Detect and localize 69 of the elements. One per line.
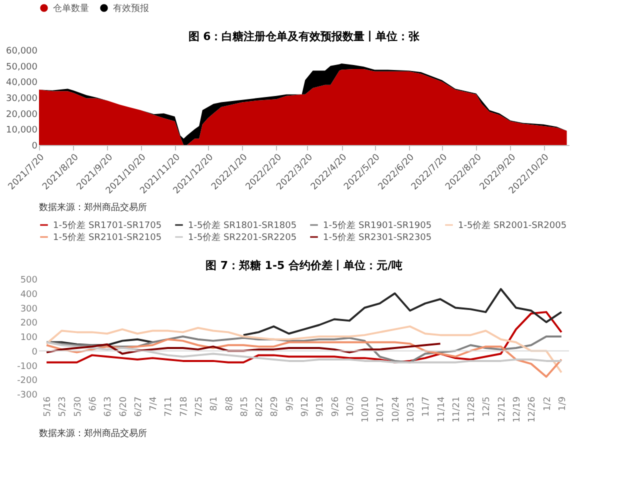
y-tick-label: 30,000: [6, 94, 38, 104]
x-tick-label: 8/1: [210, 396, 220, 411]
x-tick-label: 9/26: [330, 396, 341, 417]
x-tick-label: 6/13: [104, 396, 114, 417]
legend-label: 1-5价差 SR1701-SR1705: [53, 220, 162, 231]
line-series: [46, 342, 442, 355]
x-tick-label: 1/2: [542, 396, 553, 411]
y-tick-label: 40,000: [6, 78, 38, 88]
y-tick-label: 100: [20, 333, 38, 343]
x-tick-label: 1/9: [558, 396, 568, 411]
x-tick-label: 11/14: [436, 396, 447, 422]
y-tick-label: -200: [17, 376, 38, 386]
x-tick-label: 10/10: [361, 396, 372, 422]
source-note: 数据来源：郑州商品交易所: [39, 428, 147, 439]
x-tick-label: 8/15: [240, 396, 250, 417]
y-tick-label: -300: [17, 390, 38, 400]
x-tick-label: 7/25: [194, 396, 204, 417]
legend-label: 1-5价差 SR1801-SR1805: [188, 220, 297, 231]
x-tick-label: 11/21: [452, 396, 462, 422]
x-tick-label: 9/12: [300, 396, 310, 417]
legend-label: 有效预报: [113, 3, 149, 14]
y-tick-label: 20,000: [6, 110, 38, 120]
x-tick-label: 12/26: [528, 396, 538, 422]
y-tick-label: 0: [32, 347, 38, 358]
x-tick-label: 10/17: [376, 396, 386, 422]
x-tick-label: 12/19: [512, 396, 522, 422]
x-tick-label: 9/5: [285, 396, 296, 411]
x-tick-label: 12/12: [497, 396, 508, 422]
x-tick-label: 5/16: [43, 396, 54, 417]
x-tick-label: 8/29: [270, 396, 280, 417]
x-tick-label: 7/11: [164, 396, 174, 417]
x-tick-label: 10/24: [391, 396, 402, 422]
x-tick-label: 8/22: [255, 396, 266, 417]
line-series: [46, 341, 562, 364]
line-series: [46, 311, 562, 364]
x-tick-label: 5/23: [58, 396, 68, 417]
chart-title: 图 6：白糖注册仓单及有效预报数量丨单位：张: [188, 30, 421, 43]
legend-label: 1-5价差 SR2201-SR2205: [188, 232, 297, 243]
legend-label: 1-5价差 SR2101-SR2105: [53, 232, 162, 243]
x-tick-label: 11/7: [422, 396, 432, 417]
y-tick-label: 200: [20, 318, 38, 329]
x-tick-label: 11/28: [467, 396, 478, 422]
y-tick-label: 400: [20, 290, 38, 300]
y-tick-label: 50,000: [6, 62, 38, 72]
x-tick-label: 9/19: [316, 396, 326, 417]
x-tick-label: 6/20: [118, 396, 129, 417]
x-tick-label: 10/31: [406, 396, 416, 422]
line-series: [46, 325, 562, 374]
source-note: 数据来源：郑州商品交易所: [39, 202, 147, 213]
line-series: [46, 338, 562, 378]
legend-label: 1-5价差 SR2001-SR2005: [458, 220, 567, 231]
y-tick-label: 500: [20, 276, 38, 286]
legend-label: 1-5价差 SR2301-SR2305: [323, 232, 432, 243]
x-tick-label: 7/18: [179, 396, 190, 417]
chart-title: 图 7：郑糖 1-5 合约价差丨单位：元/吨: [205, 259, 403, 272]
x-tick-label: 7/4: [149, 396, 160, 411]
y-tick-label: 10,000: [6, 126, 38, 136]
y-tick-label: 0: [32, 142, 38, 152]
legend-label: 1-5价差 SR1901-SR1905: [323, 220, 432, 231]
y-tick-label: -100: [17, 362, 38, 372]
x-tick-label: 5/30: [73, 396, 84, 417]
x-tick-label: 6/27: [134, 396, 144, 417]
y-tick-label: 300: [20, 304, 38, 314]
x-tick-label: 8/8: [224, 396, 235, 411]
x-tick-label: 6/6: [88, 396, 98, 411]
y-tick-label: 60,000: [6, 46, 38, 56]
x-tick-label: 12/5: [482, 396, 492, 417]
legend-label: 仓单数量: [53, 3, 89, 14]
x-tick-label: 10/3: [346, 396, 356, 417]
